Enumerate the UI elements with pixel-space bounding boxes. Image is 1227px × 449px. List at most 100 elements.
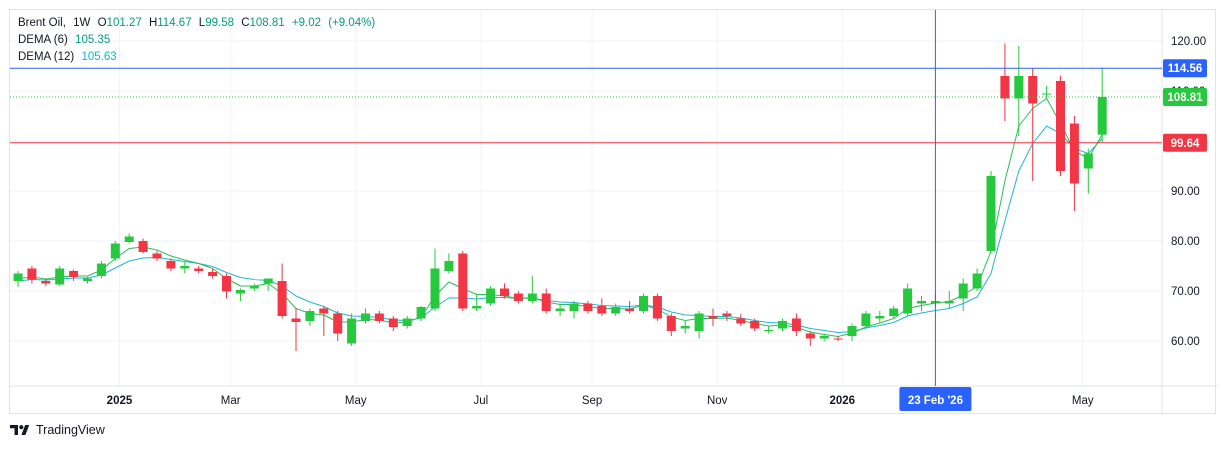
candle-body[interactable] [96,263,106,277]
candle-body[interactable] [1042,93,1052,95]
candle-body[interactable] [166,261,176,269]
candle-body[interactable] [527,293,537,302]
candle[interactable] [222,273,231,299]
candle-body[interactable] [722,313,732,317]
candle-body[interactable] [444,261,454,271]
candle[interactable] [1069,116,1079,211]
candle-body[interactable] [972,273,982,289]
candle[interactable] [83,277,92,284]
candle-body[interactable] [486,288,496,304]
candle[interactable] [291,308,301,352]
candle[interactable] [13,271,23,287]
candle[interactable] [1097,67,1107,144]
candle[interactable] [652,293,662,322]
candle[interactable] [903,283,913,317]
candle-body[interactable] [611,307,621,314]
candle[interactable] [917,296,926,311]
candle-body[interactable] [847,326,857,336]
candle-body[interactable] [694,313,704,332]
candle[interactable] [986,171,996,254]
candle[interactable] [138,238,148,254]
candle[interactable] [791,313,801,337]
candle-body[interactable] [55,268,65,285]
candle[interactable] [305,308,315,327]
candle[interactable] [96,261,106,279]
candle[interactable] [263,278,273,292]
candle[interactable] [1042,86,1052,99]
candle[interactable] [833,336,843,341]
candle-body[interactable] [333,313,343,334]
candle[interactable] [347,313,357,347]
candle-body[interactable] [625,308,635,312]
symbol-name[interactable]: Brent Oil [18,17,63,29]
candle[interactable] [180,261,190,274]
candle-body[interactable] [889,308,899,317]
candle[interactable] [944,291,954,309]
candle[interactable] [555,303,565,317]
candle-body[interactable] [1014,76,1024,99]
candle[interactable] [416,306,426,321]
candle[interactable] [55,266,65,286]
candle-body[interactable] [652,296,662,319]
candle-body[interactable] [277,281,287,316]
candle-body[interactable] [138,241,148,252]
candle[interactable] [764,326,774,334]
candle[interactable] [208,268,218,279]
candle-body[interactable] [736,318,746,324]
candle-body[interactable] [791,318,801,332]
time-axis[interactable]: 2025 Mar May Jul Sep Nov 2026 May [107,395,1094,407]
candle[interactable] [513,291,523,304]
candle-body[interactable] [541,293,551,312]
candle[interactable] [69,269,79,282]
candle-body[interactable] [83,278,92,282]
candle-body[interactable] [416,307,426,319]
candle-body[interactable] [944,301,954,304]
candle-body[interactable] [180,266,190,269]
candle-body[interactable] [555,308,565,312]
interval-label[interactable]: 1W [73,17,91,29]
candle-body[interactable] [361,313,370,322]
candle[interactable] [611,303,621,317]
candle-body[interactable] [110,243,120,259]
candle-body[interactable] [875,316,885,319]
candle[interactable] [194,266,204,274]
candle[interactable] [736,313,746,327]
candle[interactable] [430,248,440,312]
candle[interactable] [486,286,496,306]
candle-body[interactable] [778,321,787,329]
candle-body[interactable] [639,296,648,311]
candle-body[interactable] [1000,76,1010,99]
candle[interactable] [277,263,287,319]
candle-body[interactable] [750,321,760,329]
candle-body[interactable] [69,271,79,277]
candle-body[interactable] [235,290,245,294]
candle[interactable] [472,293,482,312]
candle[interactable] [249,283,259,292]
candle-body[interactable] [41,281,51,284]
indicator-legend-dema12[interactable]: DEMA (12) 105.63 [18,49,121,66]
candle-body[interactable] [319,308,329,314]
candle-body[interactable] [13,273,23,282]
candle[interactable] [847,323,857,342]
candle[interactable] [152,251,162,261]
candle[interactable] [110,241,120,261]
candle-body[interactable] [1097,96,1107,135]
candle-body[interactable] [1056,81,1065,171]
candle[interactable] [875,311,885,324]
candle[interactable] [819,333,829,342]
candle-body[interactable] [388,318,398,328]
candle[interactable] [694,311,704,339]
candle[interactable] [861,311,871,329]
candle-body[interactable] [513,293,523,302]
candle-body[interactable] [208,272,218,276]
candle[interactable] [680,321,690,334]
candle-body[interactable] [1028,76,1038,104]
candle[interactable] [722,311,732,321]
candle[interactable] [805,331,815,346]
candle-body[interactable] [708,316,718,319]
tradingview-brand[interactable]: TradingView [10,423,105,437]
candles[interactable] [13,43,1107,352]
candle-body[interactable] [430,268,440,309]
candle[interactable] [319,306,329,336]
